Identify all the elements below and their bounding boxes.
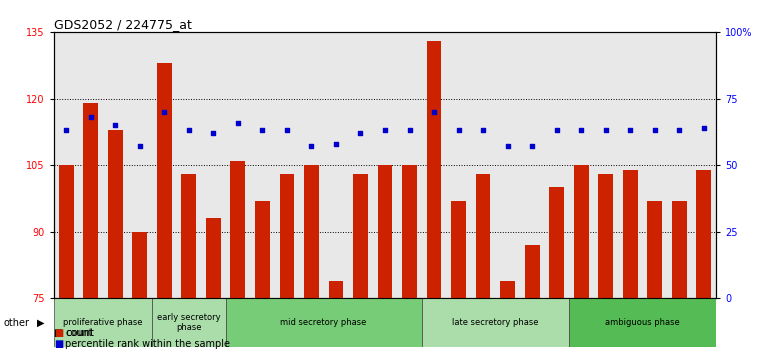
Text: percentile rank within the sample: percentile rank within the sample — [65, 339, 230, 349]
Bar — [525, 245, 540, 298]
Text: late secretory phase: late secretory phase — [452, 318, 539, 327]
Point — [428, 109, 440, 115]
Point — [379, 128, 391, 133]
Bar — [157, 63, 172, 298]
Point — [698, 125, 710, 131]
Bar — [549, 187, 564, 298]
Point — [403, 128, 416, 133]
Point — [133, 144, 146, 149]
Bar — [54, 298, 152, 347]
Point — [330, 141, 342, 147]
Point — [60, 128, 72, 133]
Point — [158, 109, 170, 115]
Point — [477, 128, 489, 133]
Bar — [500, 281, 515, 298]
Bar — [427, 41, 441, 298]
Text: mid secretory phase: mid secretory phase — [280, 318, 367, 327]
Bar — [598, 174, 613, 298]
Text: count: count — [65, 328, 93, 338]
Bar — [226, 298, 422, 347]
Bar — [182, 174, 196, 298]
Bar — [697, 170, 711, 298]
Bar — [476, 174, 490, 298]
Point — [673, 128, 685, 133]
Bar — [353, 174, 368, 298]
Bar — [377, 165, 393, 298]
Bar — [206, 218, 221, 298]
Text: ▶: ▶ — [37, 318, 45, 328]
Point — [453, 128, 465, 133]
Point — [354, 130, 367, 136]
Bar — [569, 298, 716, 347]
Text: ■ count: ■ count — [54, 328, 94, 338]
Bar — [230, 161, 245, 298]
Point — [182, 128, 195, 133]
Bar — [574, 165, 588, 298]
Point — [85, 114, 97, 120]
Bar — [132, 232, 147, 298]
Text: GDS2052 / 224775_at: GDS2052 / 224775_at — [54, 18, 192, 31]
Point — [305, 144, 317, 149]
Bar — [83, 103, 98, 298]
Bar — [451, 201, 466, 298]
Bar — [329, 281, 343, 298]
Point — [551, 128, 563, 133]
Text: other: other — [4, 318, 30, 328]
Bar — [402, 165, 417, 298]
Bar — [255, 201, 270, 298]
Text: ambiguous phase: ambiguous phase — [605, 318, 680, 327]
Point — [281, 128, 293, 133]
Text: ■: ■ — [54, 328, 63, 338]
Point — [624, 128, 637, 133]
Bar — [672, 201, 687, 298]
Point — [600, 128, 612, 133]
Bar — [152, 298, 226, 347]
Bar — [623, 170, 638, 298]
Text: proliferative phase: proliferative phase — [63, 318, 142, 327]
Text: ■: ■ — [54, 339, 63, 349]
Bar — [280, 174, 294, 298]
Point — [256, 128, 269, 133]
Bar — [422, 298, 569, 347]
Point — [526, 144, 538, 149]
Point — [575, 128, 588, 133]
Bar — [304, 165, 319, 298]
Bar — [648, 201, 662, 298]
Point — [232, 120, 244, 125]
Bar — [108, 130, 122, 298]
Point — [207, 130, 219, 136]
Text: early secretory
phase: early secretory phase — [157, 313, 221, 332]
Point — [501, 144, 514, 149]
Point — [648, 128, 661, 133]
Bar — [59, 165, 73, 298]
Point — [109, 122, 122, 128]
